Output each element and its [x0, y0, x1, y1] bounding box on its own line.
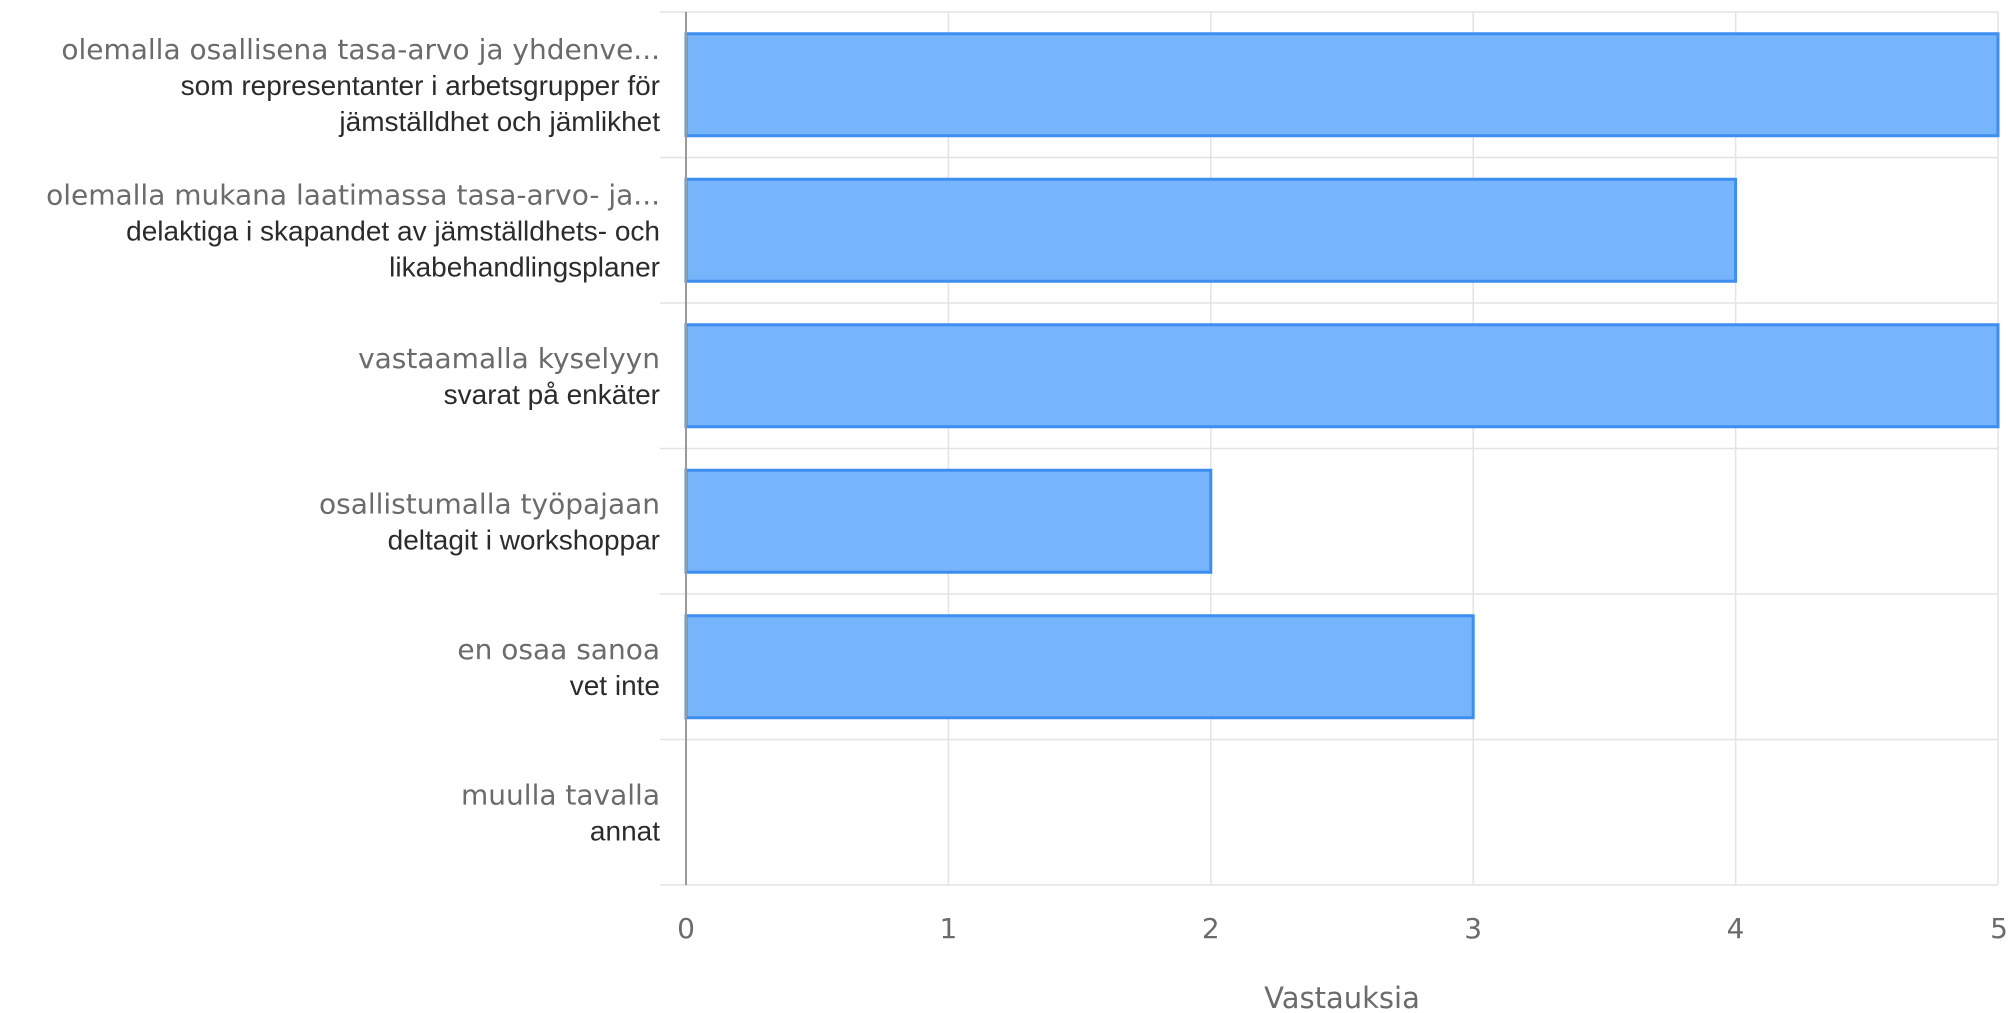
- bar[interactable]: [684, 177, 1738, 283]
- x-tick-label: 1: [939, 912, 957, 945]
- category-label-sv: deltagit i workshoppar: [388, 524, 660, 555]
- category-label: en osaa sanoa vet inte: [457, 633, 660, 701]
- category-label: vastaamalla kyselyyn svarat på enkäter: [358, 342, 660, 410]
- x-tick-label: 0: [677, 912, 695, 945]
- category-label-sv: delaktiga i skapandet av jämställdhets- …: [126, 215, 660, 246]
- bar[interactable]: [684, 468, 1213, 574]
- category-label-fi: osallistumalla työpajaan: [319, 487, 660, 520]
- bar[interactable]: [684, 32, 2000, 138]
- category-label-fi: en osaa sanoa: [457, 633, 660, 666]
- bars: [684, 32, 2000, 720]
- category-label: olemalla osallisena tasa-arvo ja yhdenve…: [61, 33, 660, 137]
- category-label-fi: olemalla osallisena tasa-arvo ja yhdenve…: [61, 33, 660, 66]
- x-tick-label: 5: [1990, 912, 2008, 945]
- category-label-fi: muulla tavalla: [461, 778, 660, 811]
- x-axis-ticks: 0 1 2 3 4 5: [677, 912, 2008, 945]
- category-label-sv: likabehandlingsplaner: [389, 251, 660, 282]
- x-axis-title: Vastauksia: [1264, 981, 1420, 1013]
- x-tick-label: 2: [1202, 912, 1220, 945]
- category-label: muulla tavalla annat: [461, 778, 660, 846]
- x-tick-label: 3: [1464, 912, 1482, 945]
- category-label-sv: som representanter i arbetsgrupper för: [181, 70, 660, 101]
- category-label-sv: vet inte: [570, 670, 660, 701]
- x-tick-label: 4: [1727, 912, 1745, 945]
- gridlines: [660, 11, 1999, 886]
- category-label-sv: svarat på enkäter: [444, 379, 660, 410]
- category-labels: olemalla osallisena tasa-arvo ja yhdenve…: [46, 33, 660, 847]
- bar[interactable]: [684, 614, 1475, 720]
- category-label-fi: vastaamalla kyselyyn: [358, 342, 660, 375]
- category-label-sv: annat: [590, 815, 660, 846]
- category-label-sv: jämställdhet och jämlikhet: [338, 106, 660, 137]
- category-label: olemalla mukana laatimassa tasa-arvo- ja…: [46, 178, 660, 282]
- category-label: osallistumalla työpajaan deltagit i works…: [319, 487, 660, 555]
- category-label-fi: olemalla mukana laatimassa tasa-arvo- ja…: [46, 178, 660, 211]
- bar[interactable]: [684, 323, 2000, 429]
